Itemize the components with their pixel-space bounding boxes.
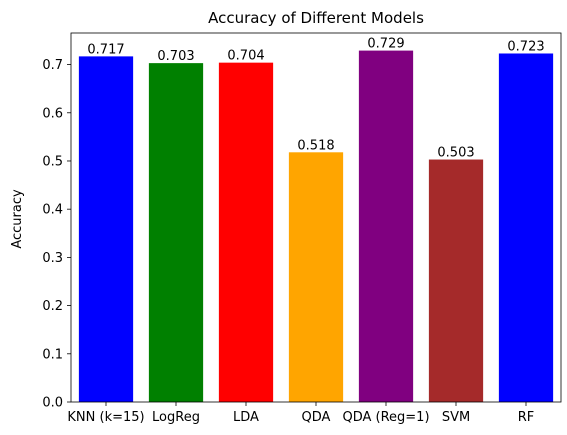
y-tick-label-1: 0.1 <box>42 347 63 362</box>
y-tick-label-0: 0.0 <box>42 396 63 411</box>
data-label-0: 0.717 <box>87 42 124 57</box>
bar-4 <box>358 50 414 403</box>
y-axis-label: Accuracy <box>10 189 25 249</box>
y-tick-label-6: 0.6 <box>42 106 63 121</box>
y-tick-label-4: 0.4 <box>42 203 63 218</box>
x-tick-label-3: QDA <box>302 410 331 425</box>
bar-5 <box>428 159 484 402</box>
bar-6 <box>498 53 554 403</box>
plot-frame <box>70 32 562 403</box>
data-label-3: 0.518 <box>297 138 334 153</box>
bar-1 <box>148 63 204 402</box>
bar-2 <box>218 62 274 403</box>
y-tick-label-5: 0.5 <box>42 154 63 169</box>
chart-title: Accuracy of Different Models <box>208 9 424 27</box>
data-label-5: 0.503 <box>437 146 474 161</box>
data-label-2: 0.704 <box>227 49 264 64</box>
x-tick-label-0: KNN (k=15) <box>67 410 144 425</box>
data-label-4: 0.729 <box>367 37 404 52</box>
y-tick-label-2: 0.2 <box>42 299 63 314</box>
x-tick-label-4: QDA (Reg=1) <box>342 410 429 425</box>
x-tick-label-5: SVM <box>442 410 470 425</box>
plot-area: 0.717 KNN (k=15) 0.703 LogReg 0.704 LDA 0.518 Q… <box>42 32 562 425</box>
x-tick-label-6: RF <box>518 410 535 425</box>
bar-3 <box>288 152 344 402</box>
y-tick-label-3: 0.3 <box>42 251 63 266</box>
data-label-6: 0.723 <box>507 39 544 54</box>
x-tick-label-1: LogReg <box>152 410 200 425</box>
x-tick-label-2: LDA <box>233 410 259 425</box>
data-label-1: 0.703 <box>157 49 194 64</box>
bar-0 <box>78 56 134 402</box>
y-tick-label-7: 0.7 <box>42 58 63 73</box>
